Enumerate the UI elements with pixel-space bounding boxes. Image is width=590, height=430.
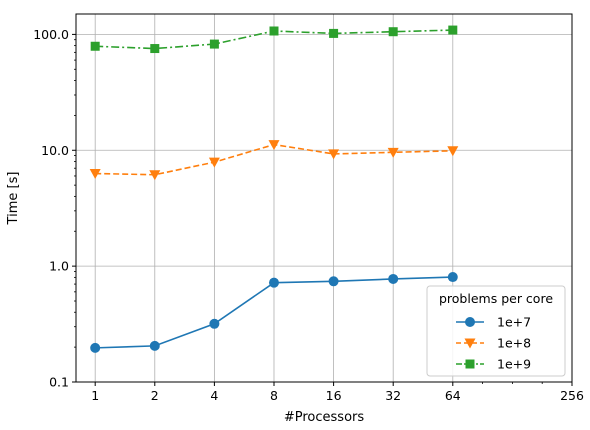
x-tick-label: 2 xyxy=(151,388,159,403)
legend-label: 1e+7 xyxy=(497,315,531,330)
data-point xyxy=(269,26,278,35)
data-point xyxy=(90,343,100,353)
data-point xyxy=(150,44,159,53)
data-point xyxy=(209,319,219,329)
x-tick-label: 256 xyxy=(560,388,584,403)
legend-label: 1e+9 xyxy=(497,357,531,372)
y-tick-label: 100.0 xyxy=(33,27,69,42)
x-tick-label: 32 xyxy=(385,388,401,403)
y-tick-label: 0.1 xyxy=(49,375,69,390)
y-tick-label: 10.0 xyxy=(41,143,69,158)
legend-marker xyxy=(466,360,475,369)
x-tick-label: 64 xyxy=(445,388,461,403)
y-tick-label: 1.0 xyxy=(49,259,69,274)
legend-label: 1e+8 xyxy=(497,336,531,351)
legend-marker xyxy=(465,317,475,327)
data-point xyxy=(91,42,100,51)
data-point xyxy=(448,26,457,35)
y-axis-label: Time [s] xyxy=(6,172,21,226)
data-point xyxy=(269,278,279,288)
x-tick-label: 4 xyxy=(210,388,218,403)
x-tick-label: 8 xyxy=(270,388,278,403)
data-point xyxy=(388,274,398,284)
data-point xyxy=(329,276,339,286)
legend-title: problems per core xyxy=(439,291,553,306)
data-point xyxy=(210,40,219,49)
x-tick-label: 1 xyxy=(91,388,99,403)
data-point xyxy=(329,29,338,38)
legend: problems per core 1e+7 1e+8 1e+9 xyxy=(427,286,565,376)
x-tick-label: 16 xyxy=(326,388,342,403)
x-axis-label: #Processors xyxy=(284,410,365,425)
data-point xyxy=(389,27,398,36)
data-point xyxy=(150,341,160,351)
data-point xyxy=(448,272,458,282)
